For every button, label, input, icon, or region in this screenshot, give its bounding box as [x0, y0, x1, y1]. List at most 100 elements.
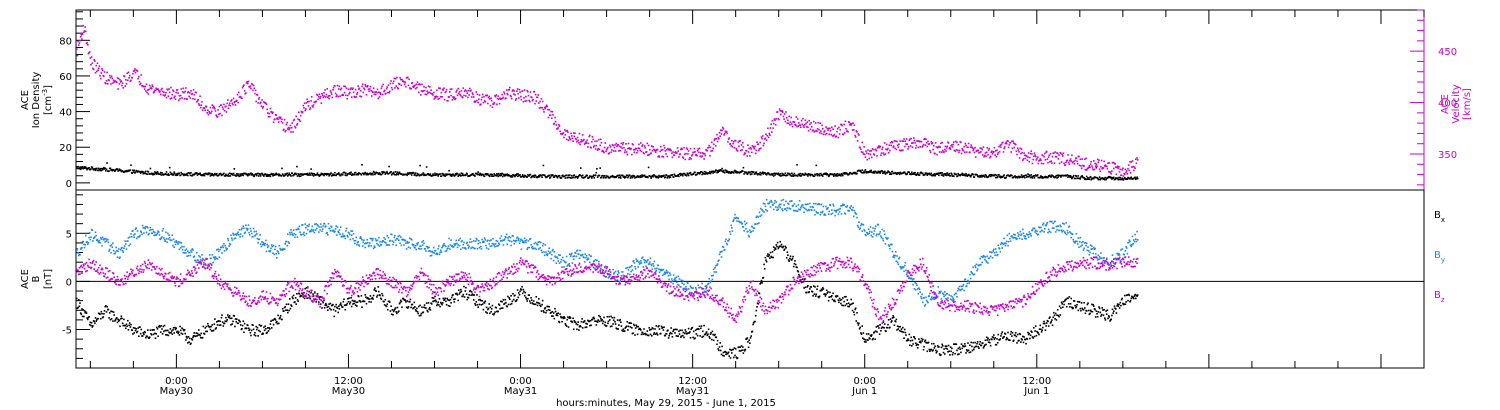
data-point	[369, 85, 372, 88]
data-point	[752, 323, 754, 326]
data-point	[811, 174, 814, 176]
data-point	[292, 119, 295, 122]
data-point	[350, 297, 352, 299]
data-point	[670, 327, 672, 329]
data-point	[566, 129, 568, 132]
data-point	[1097, 161, 1100, 164]
data-point	[81, 166, 84, 168]
data-point	[556, 176, 559, 179]
data-point	[718, 349, 720, 352]
data-point	[1107, 170, 1110, 173]
data-point	[834, 174, 837, 177]
data-point	[349, 173, 352, 175]
data-point	[190, 90, 192, 92]
data-point	[938, 174, 940, 177]
data-point	[596, 321, 599, 323]
data-point	[472, 299, 475, 301]
data-point	[600, 319, 603, 322]
data-point	[516, 299, 518, 301]
data-point	[369, 295, 372, 297]
data-point	[725, 130, 728, 133]
data-point	[567, 174, 570, 177]
data-point	[728, 137, 730, 139]
data-point	[807, 129, 810, 132]
data-point	[450, 302, 452, 304]
data-point	[445, 303, 448, 306]
data-point	[738, 350, 741, 352]
data-point	[354, 300, 356, 302]
data-point	[516, 173, 518, 175]
data-point	[305, 287, 308, 289]
data-point	[744, 348, 747, 351]
data-point	[730, 145, 732, 147]
data-point	[1122, 175, 1125, 177]
data-point	[403, 81, 405, 83]
data-point	[442, 174, 445, 177]
data-point	[254, 92, 256, 95]
data-point	[618, 176, 620, 179]
data-point	[1129, 172, 1132, 174]
data-point	[880, 330, 882, 332]
data-point	[456, 292, 458, 295]
data-point	[334, 92, 337, 95]
data-point	[1069, 175, 1072, 177]
data-point	[1005, 336, 1008, 339]
data-point	[184, 332, 186, 335]
data-point	[228, 172, 231, 174]
data-point	[131, 77, 134, 79]
data-point	[929, 151, 932, 154]
data-point	[1059, 175, 1062, 177]
data-point	[330, 172, 332, 174]
data-point	[214, 110, 217, 112]
data-point	[458, 92, 460, 95]
data-point	[1111, 314, 1113, 317]
data-point	[1030, 150, 1032, 152]
data-point	[680, 336, 682, 338]
data-point	[237, 101, 239, 104]
data-point	[956, 349, 958, 352]
data-point	[305, 173, 308, 175]
data-point	[972, 341, 974, 344]
data-point	[594, 140, 596, 143]
data-point	[503, 93, 506, 95]
data-point	[407, 306, 410, 308]
data-point	[627, 176, 629, 179]
data-point	[272, 319, 274, 321]
data-point	[418, 314, 421, 317]
data-point	[149, 329, 152, 331]
data-point	[972, 149, 974, 152]
data-point	[631, 143, 634, 145]
data-point	[957, 172, 960, 175]
data-point	[362, 172, 365, 175]
data-point	[429, 173, 432, 175]
data-point	[1098, 159, 1100, 162]
data-point	[945, 345, 948, 347]
data-point	[620, 146, 622, 148]
data-point	[964, 142, 967, 145]
data-point	[410, 88, 412, 90]
data-point	[878, 170, 881, 173]
data-point	[156, 326, 158, 329]
data-point	[77, 306, 79, 309]
data-point	[803, 173, 806, 176]
data-point	[910, 336, 912, 339]
data-point	[1036, 156, 1039, 158]
data-point	[674, 328, 677, 331]
data-point	[206, 112, 208, 114]
data-point	[668, 176, 670, 179]
data-point	[372, 170, 375, 173]
data-point	[497, 95, 499, 97]
data-point	[923, 345, 925, 348]
data-point	[298, 119, 301, 121]
data-point	[128, 77, 130, 79]
data-point	[889, 173, 891, 175]
data-point	[425, 166, 428, 168]
data-point	[723, 171, 726, 174]
data-point	[269, 328, 271, 330]
data-point	[1042, 154, 1044, 157]
data-point	[434, 172, 436, 175]
data-point	[716, 339, 719, 342]
data-point	[752, 321, 755, 324]
data-point	[174, 95, 176, 98]
data-point	[538, 302, 541, 305]
